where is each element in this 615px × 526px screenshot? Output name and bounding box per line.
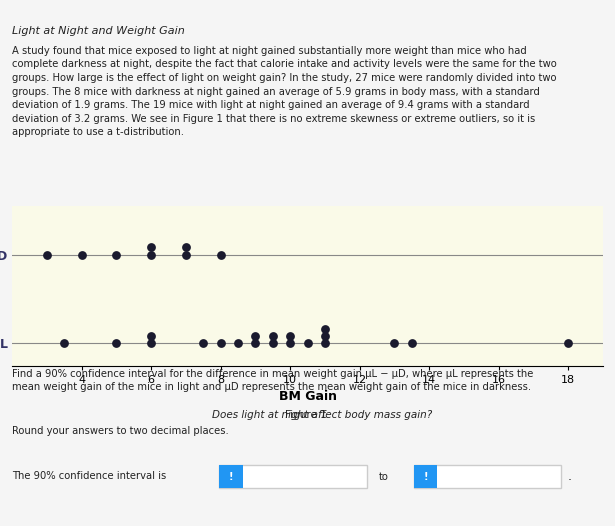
- Point: [181, 250, 191, 259]
- FancyBboxPatch shape: [219, 464, 367, 489]
- Text: Find a 90% confidence interval for the difference in mean weight gain μL − μD, w: Find a 90% confidence interval for the d…: [12, 369, 534, 392]
- Point: [146, 332, 156, 340]
- Point: [320, 332, 330, 340]
- Point: [285, 332, 295, 340]
- Point: [250, 332, 260, 340]
- Text: The 90% confidence interval is: The 90% confidence interval is: [12, 470, 167, 481]
- Point: [111, 250, 121, 259]
- Point: [563, 339, 573, 348]
- Text: A study found that mice exposed to light at night gained substantially more weig: A study found that mice exposed to light…: [12, 46, 557, 137]
- Point: [407, 339, 416, 348]
- Point: [216, 250, 226, 259]
- FancyBboxPatch shape: [219, 464, 242, 489]
- Text: !: !: [229, 471, 233, 481]
- Text: !: !: [423, 471, 428, 481]
- Point: [303, 339, 312, 348]
- Text: Figure 1: Figure 1: [285, 410, 330, 420]
- Point: [233, 339, 243, 348]
- FancyBboxPatch shape: [414, 464, 561, 489]
- Point: [111, 339, 121, 348]
- Point: [268, 339, 278, 348]
- Point: [42, 250, 52, 259]
- Point: [389, 339, 399, 348]
- Point: [146, 250, 156, 259]
- Text: .: .: [567, 470, 571, 483]
- Text: to: to: [378, 471, 388, 481]
- Point: [216, 339, 226, 348]
- X-axis label: BM Gain: BM Gain: [279, 390, 336, 403]
- Point: [77, 250, 87, 259]
- Point: [60, 339, 69, 348]
- Point: [146, 339, 156, 348]
- Text: Round your answers to two decimal places.: Round your answers to two decimal places…: [12, 426, 229, 436]
- Text: Does light at night affect body mass gain?: Does light at night affect body mass gai…: [212, 410, 432, 420]
- Point: [285, 339, 295, 348]
- Point: [268, 332, 278, 340]
- Text: Light at Night and Weight Gain: Light at Night and Weight Gain: [12, 26, 185, 36]
- Point: [181, 243, 191, 251]
- Point: [146, 243, 156, 251]
- Point: [320, 325, 330, 333]
- Point: [320, 339, 330, 348]
- Point: [199, 339, 208, 348]
- Point: [250, 339, 260, 348]
- FancyBboxPatch shape: [414, 464, 437, 489]
